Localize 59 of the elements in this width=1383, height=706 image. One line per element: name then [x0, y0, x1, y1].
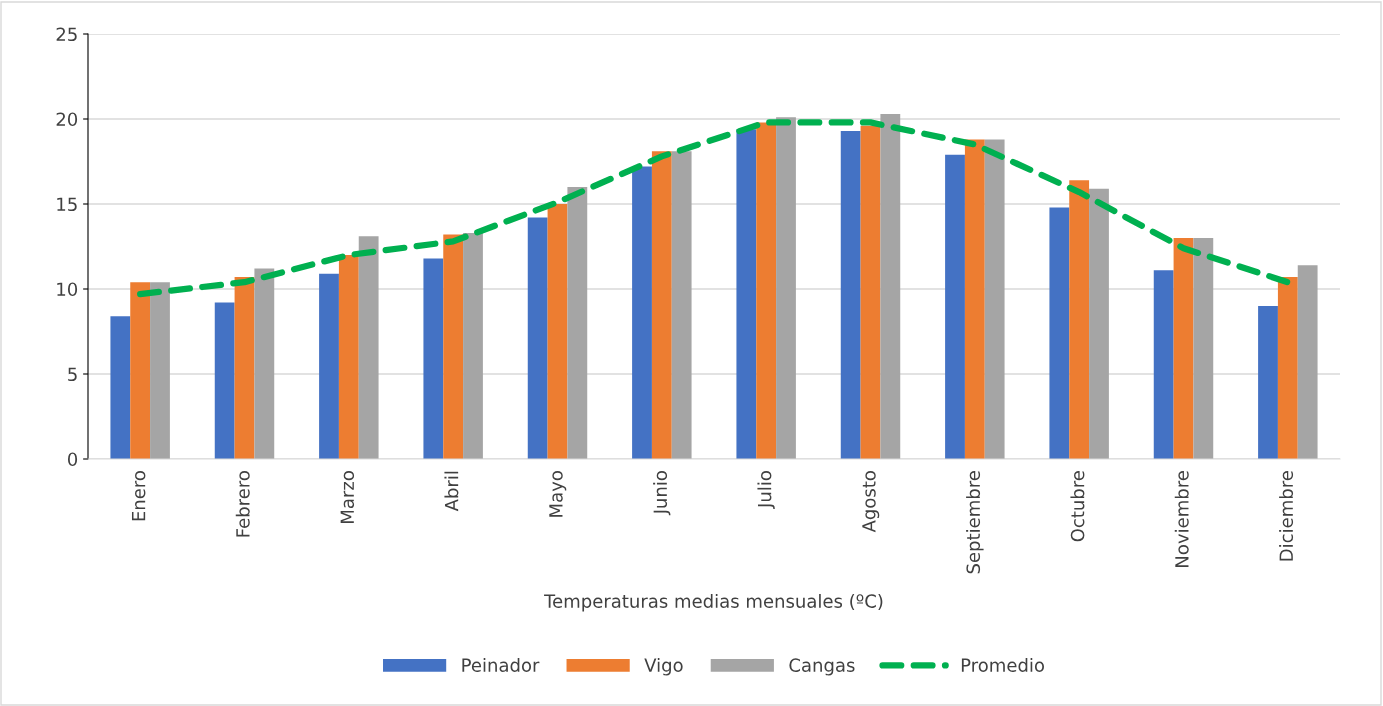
bar	[1089, 188, 1109, 459]
bar	[254, 268, 275, 459]
y-tick-label: 20	[56, 112, 78, 127]
bar	[1069, 180, 1090, 459]
bar	[1049, 207, 1070, 459]
bar	[840, 130, 861, 459]
bar	[860, 125, 881, 459]
bar	[1297, 265, 1318, 459]
bar	[463, 232, 483, 459]
x-tick-label: Diciembre	[1279, 471, 1294, 561]
x-tick-label: Mayo	[549, 471, 567, 517]
bar	[527, 217, 548, 459]
bar	[319, 273, 339, 459]
bar	[671, 151, 692, 459]
bar	[632, 166, 652, 459]
bar	[423, 258, 444, 459]
bar	[234, 277, 255, 459]
bar	[1258, 306, 1278, 459]
bar	[651, 151, 672, 459]
bar	[443, 234, 464, 459]
x-tick-label: Noviembre	[1174, 471, 1189, 567]
x-tick-label: Octubre	[1070, 471, 1085, 542]
legend-label: Cangas	[789, 658, 855, 676]
x-axis-title: Temperaturas medias mensuales (ºC)	[544, 593, 883, 612]
legend-label: Promedio	[961, 658, 1044, 672]
bar	[150, 282, 170, 459]
bar	[756, 122, 777, 459]
y-tick-label: 15	[57, 197, 77, 212]
bar	[736, 129, 757, 459]
y-tick-label: 10	[57, 282, 78, 297]
bar	[964, 139, 985, 459]
bar	[880, 113, 901, 459]
y-tick-label: 25	[56, 27, 77, 42]
x-tick-label: Marzo	[340, 471, 355, 523]
x-tick-label: Enero	[131, 471, 146, 521]
bar	[110, 316, 131, 459]
x-tick-label: Junio	[653, 471, 671, 516]
x-tick-label: Abril	[444, 471, 459, 512]
x-tick-label: Agosto	[862, 471, 880, 533]
bar	[1153, 270, 1174, 459]
bar	[567, 187, 588, 459]
bar	[1277, 277, 1298, 459]
bar	[547, 204, 568, 459]
bar	[214, 302, 235, 459]
legend-label: Peinador	[462, 658, 540, 672]
x-tick-label: Febrero	[235, 471, 250, 537]
x-tick-label: Julio	[757, 471, 775, 509]
bar	[945, 154, 965, 459]
legend-label: Vigo	[644, 658, 683, 676]
y-tick-label: 0	[67, 452, 78, 467]
bar	[358, 236, 379, 459]
bar	[1193, 238, 1214, 459]
bar	[1173, 238, 1194, 459]
x-tick-label: Septiembre	[966, 471, 984, 574]
bar	[776, 117, 796, 459]
bar	[338, 255, 359, 459]
y-tick-label: 5	[68, 367, 77, 382]
bar	[130, 282, 151, 459]
bar	[984, 139, 1005, 459]
